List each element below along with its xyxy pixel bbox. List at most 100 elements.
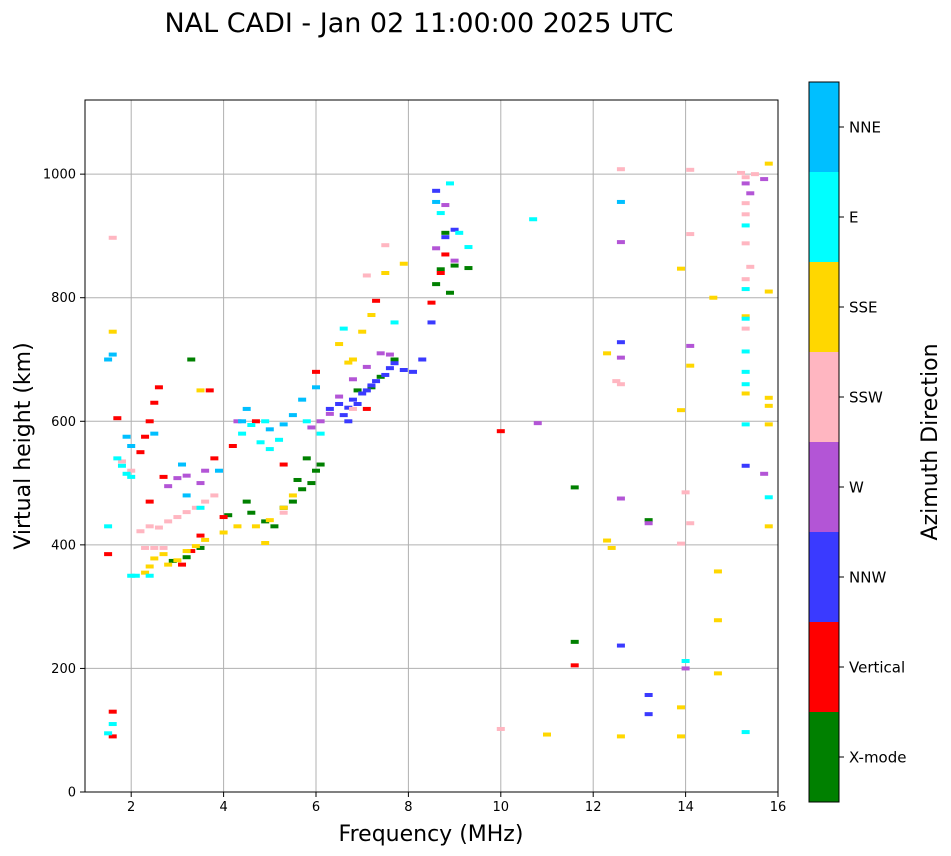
data-point-w xyxy=(325,411,334,416)
data-point-sse xyxy=(381,271,390,275)
data-point-nnw xyxy=(399,368,408,373)
data-point-sse xyxy=(676,734,685,739)
series-nnw xyxy=(325,188,750,717)
data-point-e xyxy=(741,316,750,321)
data-point-x-mode xyxy=(376,374,385,379)
data-point-sse xyxy=(279,505,288,510)
data-point-w xyxy=(316,419,325,424)
data-point-ssw xyxy=(191,505,200,510)
data-point-nnw xyxy=(339,413,348,418)
data-point-ssw xyxy=(210,493,219,498)
data-point-w xyxy=(362,364,371,369)
data-point-sse xyxy=(676,408,685,413)
data-point-vertical xyxy=(496,429,505,434)
data-point-nnw xyxy=(381,372,390,377)
data-point-sse xyxy=(741,314,750,319)
data-point-ssw xyxy=(616,382,625,387)
data-point-e xyxy=(764,495,773,500)
data-point-nnw xyxy=(385,366,394,371)
data-point-e xyxy=(741,349,750,354)
series-e xyxy=(104,181,773,736)
data-point-ssw xyxy=(686,167,695,172)
y-tick-label: 400 xyxy=(51,538,76,553)
data-point-ssw xyxy=(279,510,288,515)
data-point-sse xyxy=(616,734,625,739)
data-point-sse xyxy=(764,289,773,294)
data-point-w xyxy=(335,394,344,399)
data-point-w xyxy=(533,421,542,426)
data-point-nnw xyxy=(409,369,418,374)
colorbar-tick-label: SSE xyxy=(849,299,878,317)
data-point-w xyxy=(644,521,653,526)
data-point-x-mode xyxy=(182,555,191,560)
data-point-w xyxy=(201,468,210,473)
colorbar-swatch-w xyxy=(809,442,839,532)
data-point-w xyxy=(348,377,357,382)
data-point-sse xyxy=(603,351,612,356)
data-point-ssw xyxy=(746,264,755,269)
data-point-x-mode xyxy=(570,485,579,490)
data-point-x-mode xyxy=(644,518,653,523)
data-point-nne xyxy=(288,413,297,418)
data-point-sse xyxy=(764,161,773,166)
data-point-nne xyxy=(279,422,288,427)
grid-lines xyxy=(85,100,779,793)
data-point-e xyxy=(104,731,113,736)
x-tick-label: 6 xyxy=(312,800,320,815)
data-point-vertical xyxy=(205,388,214,393)
data-point-w xyxy=(681,666,690,671)
data-point-nnw xyxy=(741,463,750,468)
data-point-ssw xyxy=(362,273,371,278)
data-point-e xyxy=(464,245,473,250)
colorbar-swatch-nne xyxy=(809,82,839,172)
y-tick-label: 600 xyxy=(51,415,76,430)
data-point-x-mode xyxy=(570,639,579,644)
data-point-sse xyxy=(713,618,722,623)
colorbar-label: Azimuth Direction xyxy=(918,343,943,540)
data-point-sse xyxy=(261,541,270,546)
data-point-x-mode xyxy=(224,513,233,518)
data-point-sse xyxy=(288,493,297,498)
data-point-vertical xyxy=(427,300,436,305)
data-point-nnw xyxy=(372,379,381,384)
data-point-vertical xyxy=(441,252,450,257)
data-point-nne xyxy=(616,199,625,204)
data-point-sse xyxy=(713,671,722,676)
y-tick-label: 0 xyxy=(68,786,76,801)
data-point-vertical xyxy=(219,515,228,520)
data-point-nnw xyxy=(432,188,441,193)
data-point-ssw xyxy=(136,529,145,534)
data-point-sse xyxy=(191,544,200,549)
y-tick-label: 1000 xyxy=(43,168,76,183)
data-point-ssw xyxy=(741,241,750,246)
data-point-sse xyxy=(344,360,353,365)
data-point-sse xyxy=(676,266,685,271)
data-point-w xyxy=(307,425,316,430)
data-point-w xyxy=(432,246,441,251)
data-point-e xyxy=(316,431,325,436)
data-point-vertical xyxy=(312,369,320,374)
data-point-nne xyxy=(214,468,223,473)
data-point-e xyxy=(104,524,113,529)
data-point-x-mode xyxy=(196,545,205,550)
data-point-e xyxy=(196,505,205,510)
data-point-x-mode xyxy=(312,468,320,473)
colorbar-swatch-x-mode xyxy=(809,712,839,802)
data-point-e xyxy=(127,573,136,578)
data-point-w xyxy=(746,191,755,196)
data-point-sse xyxy=(764,403,773,408)
data-point-nnw xyxy=(353,401,362,406)
data-point-ssw xyxy=(686,232,695,237)
data-point-ssw xyxy=(686,521,695,526)
data-point-sse xyxy=(159,552,168,557)
data-point-x-mode xyxy=(187,357,196,362)
data-point-vertical xyxy=(228,444,237,448)
data-point-w xyxy=(173,476,182,481)
data-point-sse xyxy=(367,313,376,318)
data-point-nnw xyxy=(325,406,334,411)
data-point-x-mode xyxy=(353,388,362,393)
data-point-w xyxy=(760,471,769,476)
data-point-sse xyxy=(145,564,154,569)
colorbar-tick-label: SSW xyxy=(849,389,883,407)
data-point-w xyxy=(182,473,191,478)
